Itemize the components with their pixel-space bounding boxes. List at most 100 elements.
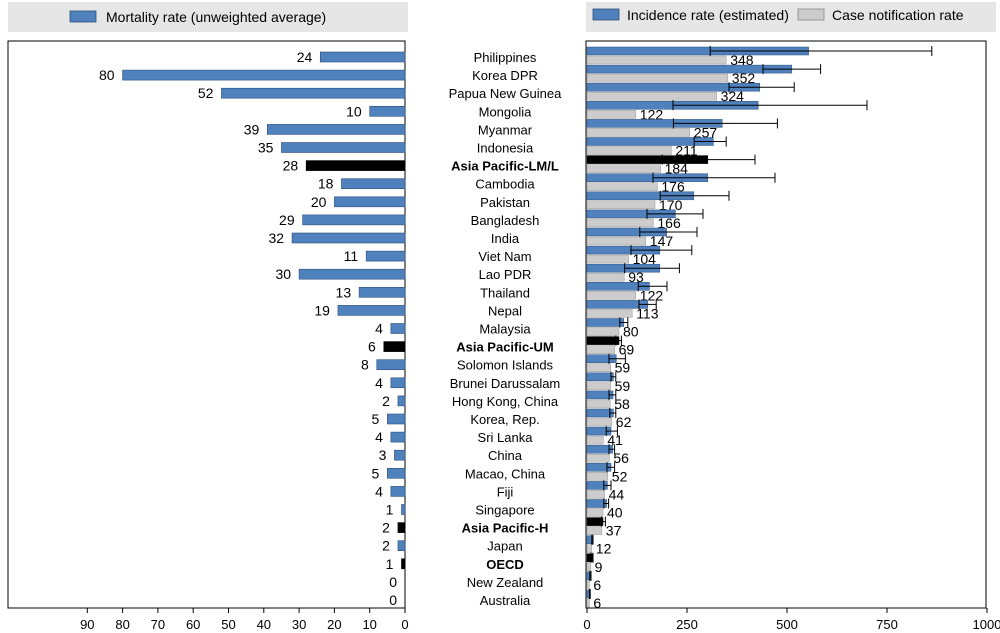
category-label: Indonesia [477,141,534,156]
notification-bar [586,580,590,590]
mortality-value-label: 18 [318,176,334,192]
mortality-bar [397,540,406,552]
notification-bar [586,110,637,119]
mortality-bar [365,250,406,262]
mortality-axis-tick-label: 50 [221,617,235,632]
mortality-bar [305,160,406,171]
notification-bar [586,490,605,499]
category-labels: Philippines Korea DPR Papua New Guinea Mong… [449,50,563,608]
right-plot-frame [585,40,987,609]
mortality-value-label: 0 [389,574,397,590]
mortality-bar [291,232,406,244]
notification-value-label: 170 [659,197,683,213]
incidence-bar [586,64,793,74]
notification-bar [586,435,604,445]
notification-bar [586,146,672,155]
mortality-axis-tick-label: 30 [292,617,306,632]
notification-bar [586,526,603,535]
mortality-value-label: 10 [346,103,362,119]
legend-left: Mortality rate (unweighted average) [8,2,408,32]
mortality-axis-tick-label: 20 [327,617,341,632]
category-label: Myanmar [478,122,533,137]
category-label: Malaysia [479,322,531,337]
mortality-axis-tick-label: 70 [151,617,165,632]
mortality-bar [122,69,406,81]
notification-value-label: 6 [593,595,601,611]
notification-value-label: 44 [609,486,625,502]
mortality-bar [383,341,406,352]
mortality-bar [394,449,406,461]
notification-bar [586,472,609,481]
notification-value-label: 6 [593,577,601,593]
notification-bar [586,164,661,173]
category-label: Japan [487,539,522,554]
mortality-value-label: 29 [279,212,295,228]
notification-value-label: 122 [640,106,664,122]
mortality-bar [397,395,406,407]
notification-value-label: 104 [633,251,657,267]
mortality-bar [390,377,406,389]
mortality-bar [221,87,406,99]
mortality-bar [390,431,406,443]
incidence-axis-tick-label: 250 [676,617,698,632]
notification-value-label: 9 [595,559,603,575]
notification-value-label: 56 [613,450,629,466]
notification-bar [586,345,615,354]
incidence-bar [586,372,614,382]
mortality-value-label: 4 [375,321,383,337]
notification-bar [586,309,633,318]
notification-bar [586,544,593,553]
mortality-value-label: 32 [268,230,284,246]
legend-incidence-label: Incidence rate (estimated) [627,7,789,23]
notification-value-label: 176 [661,179,685,195]
incidence-bar [586,336,620,345]
notification-value-label: 93 [628,269,644,285]
mortality-value-label: 2 [382,538,390,554]
notification-bar [586,128,691,137]
mortality-plot: 2480521039352818202932113013194684254354… [80,49,409,632]
legend-incidence-swatch [592,8,620,21]
mortality-value-label: 80 [99,67,115,83]
notification-value-label: 37 [606,523,622,539]
category-label: Pakistan [480,195,530,210]
incidence-plot: 348 352 324 122 257 211 184 176 170 166 147 104 93 12… [583,46,1000,632]
category-label: Asia Pacific-LM/L [451,159,559,174]
category-label: Korea, Rep. [470,412,539,427]
mortality-value-label: 1 [386,556,394,572]
mortality-axis-tick-label: 10 [362,617,376,632]
mortality-bar [376,359,406,371]
notification-bar [586,399,611,409]
notification-value-label: 62 [616,414,632,430]
notification-bar [586,236,647,246]
category-label: Australia [480,593,531,608]
mortality-axis-tick-label: 40 [257,617,271,632]
incidence-axis-tick-label: 500 [776,617,798,632]
mortality-bar [397,522,406,533]
mortality-value-label: 2 [382,393,390,409]
mortality-bar [334,196,406,208]
mortality-value-label: 3 [379,447,387,463]
mortality-bar [369,106,406,117]
mortality-bar [401,504,406,515]
legend-notification-swatch [797,8,825,21]
notification-value-label: 58 [614,396,630,412]
notification-bar [586,598,590,608]
mortality-axis-tick-label: 90 [80,617,94,632]
category-label: Nepal [488,303,522,318]
notification-value-label: 12 [596,541,612,557]
mortality-bar [298,268,406,280]
category-label: Cambodia [475,177,535,192]
mortality-bar [267,124,406,135]
notification-bar [586,562,591,572]
category-label: Singapore [475,503,534,518]
notification-bar [586,291,637,300]
notification-bar [586,200,656,210]
mortality-bar [390,323,406,334]
mortality-value-label: 13 [336,284,352,300]
category-label: Lao PDR [479,267,532,282]
mortality-value-label: 6 [368,339,376,355]
mortality-bar [401,558,406,570]
mortality-bar [281,142,406,153]
notification-value-label: 324 [721,88,745,104]
